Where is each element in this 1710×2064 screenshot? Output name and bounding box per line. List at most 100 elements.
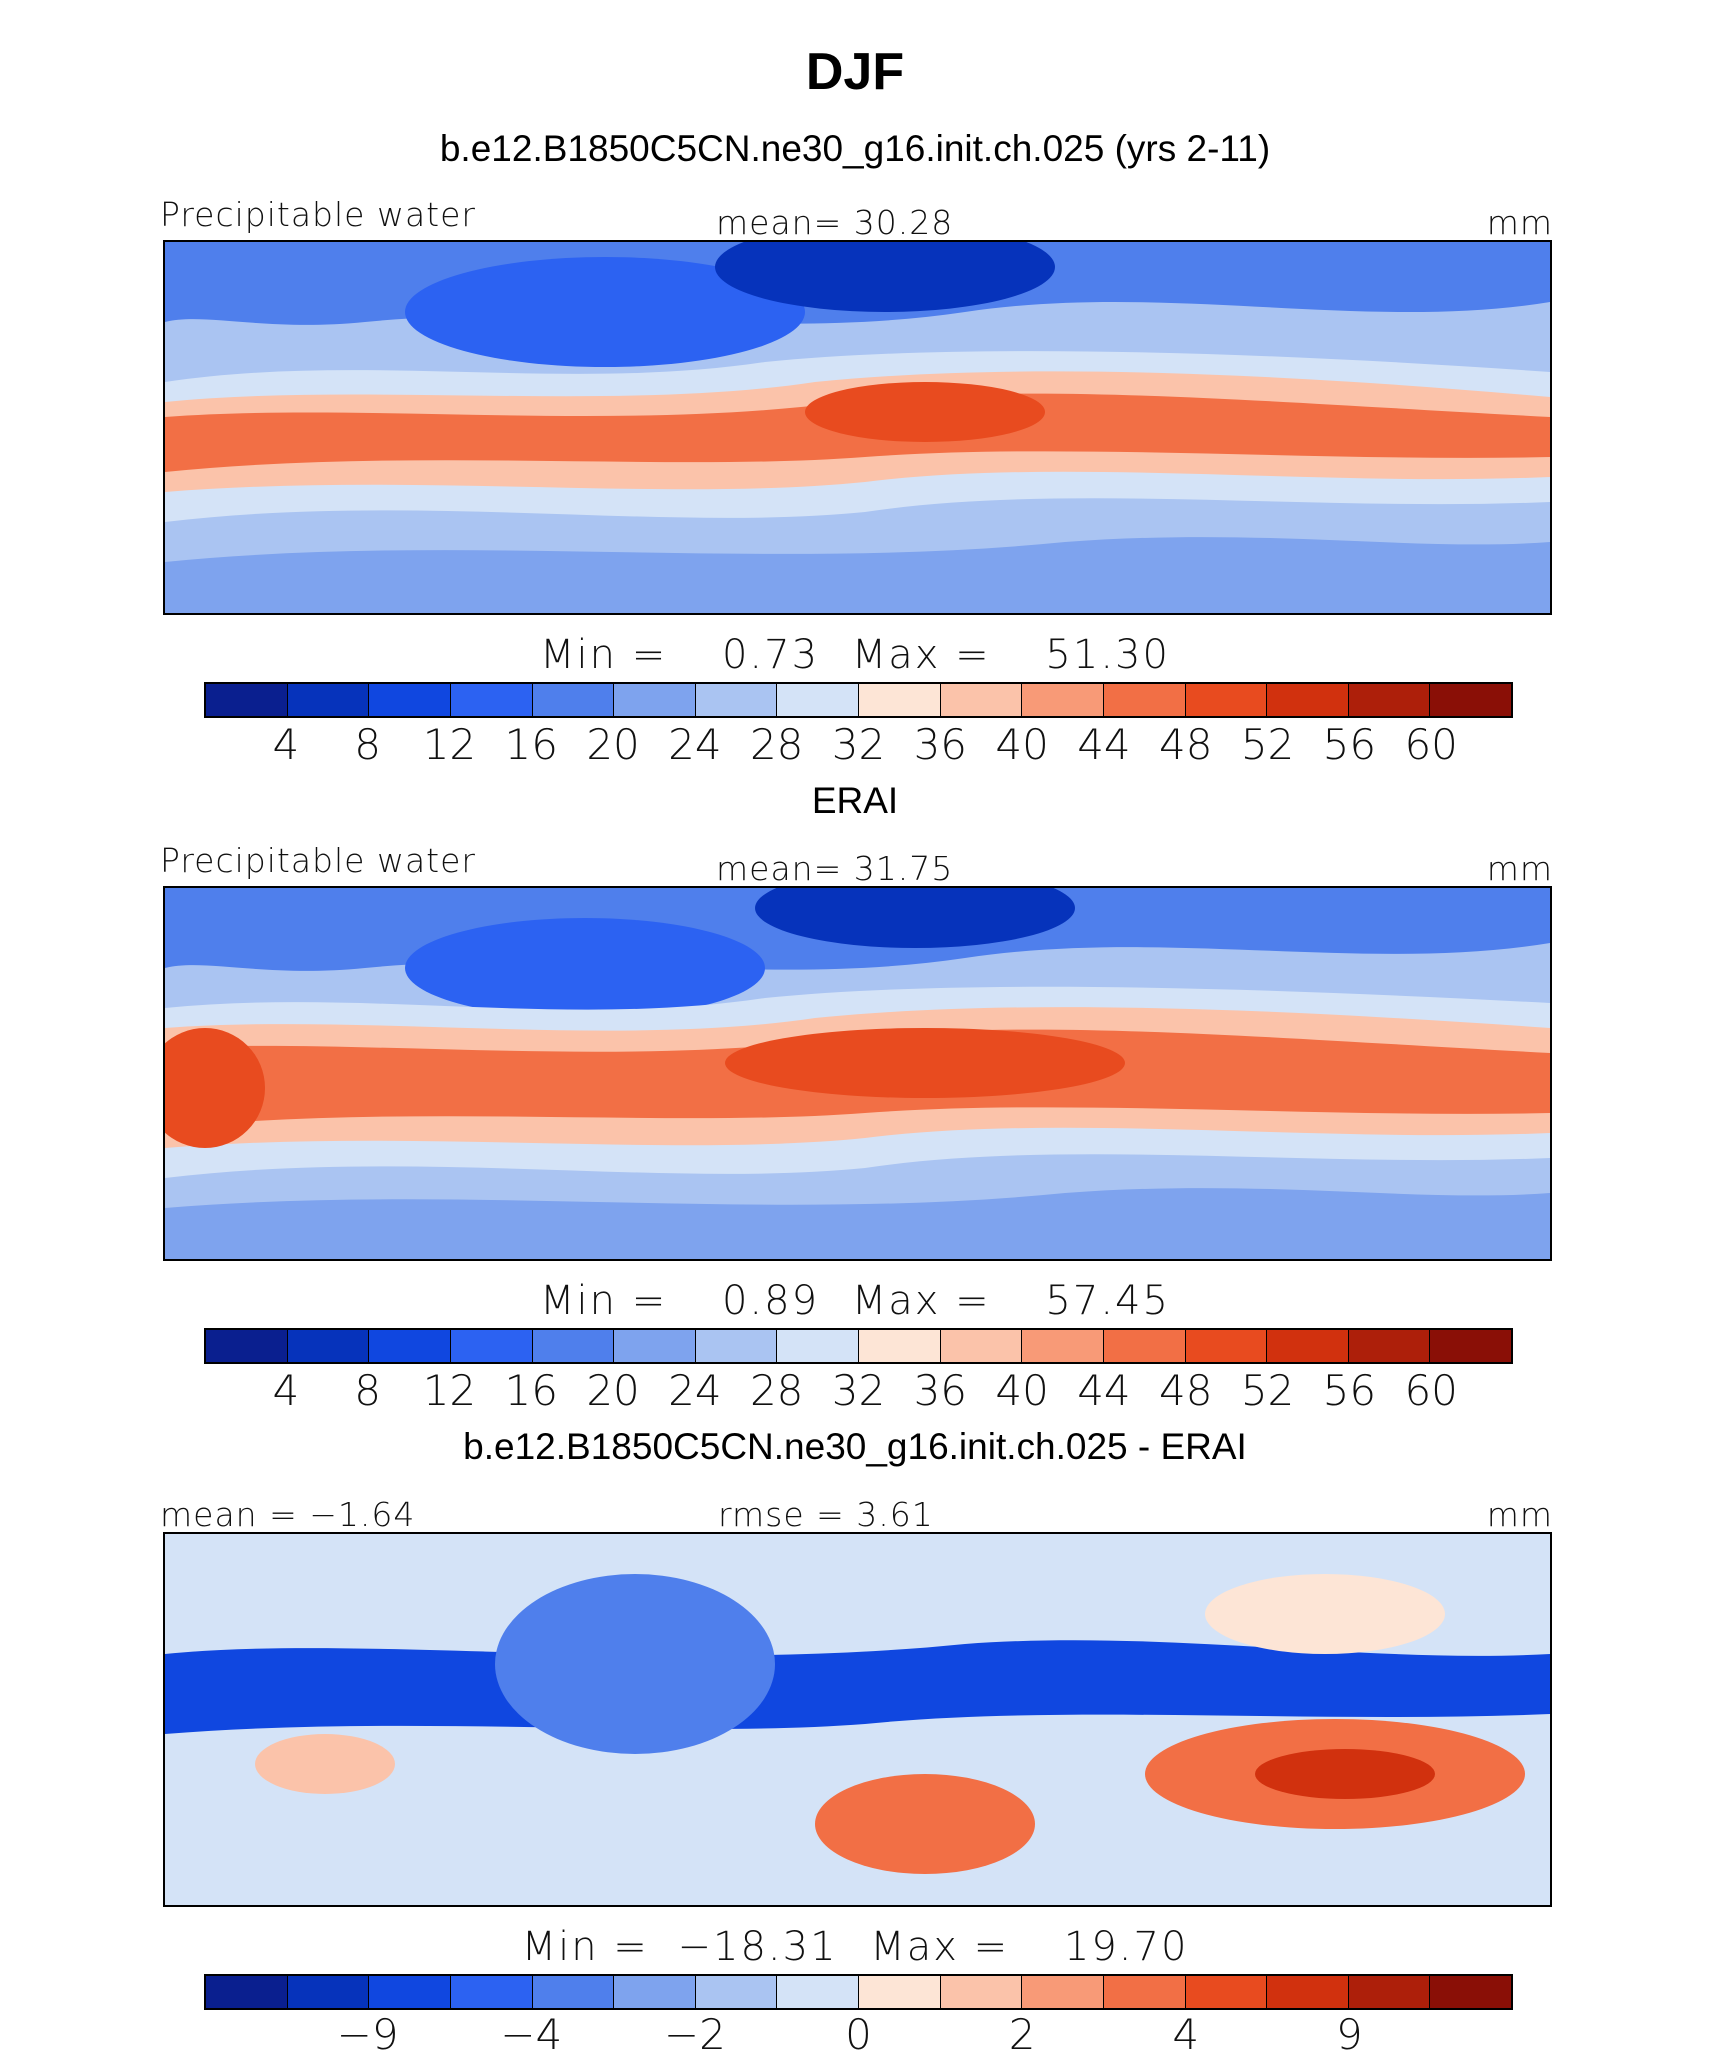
colorbar-swatch: [450, 1330, 533, 1362]
panel-1-units-label: mm: [1486, 203, 1553, 242]
panel-1-max-label: Max =: [851, 632, 991, 678]
colorbar-swatch: [1103, 684, 1186, 716]
colorbar-swatch: [532, 684, 615, 716]
colorbar-swatch: [287, 1976, 370, 2008]
colorbar-tick-label: 12: [422, 720, 477, 769]
colorbar-swatch: [1348, 684, 1431, 716]
panel-2-colorbar: [204, 1328, 1513, 1364]
colorbar-tick-label: 32: [831, 720, 886, 769]
colorbar-tick-label: 8: [354, 720, 381, 769]
colorbar-tick-label: 28: [749, 720, 804, 769]
colorbar-tick-label: 60: [1404, 1366, 1458, 1415]
panel-1-asia-dry: [715, 242, 1055, 312]
colorbar-swatch: [859, 684, 941, 716]
colorbar-swatch: [369, 1330, 451, 1362]
colorbar-swatch: [1022, 1976, 1104, 2008]
colorbar-tick-label: 24: [668, 1366, 722, 1415]
colorbar-tick-label: 4: [272, 720, 300, 769]
colorbar-swatch: [940, 684, 1023, 716]
colorbar-tick-label: 40: [995, 1366, 1049, 1415]
panel-3-east-pacific-core: [1255, 1749, 1435, 1799]
panel-3-map-field: [165, 1534, 1550, 1905]
colorbar-swatch: [1267, 1330, 1349, 1362]
panel-3-rmse-label: rmse = 3.61: [718, 1495, 934, 1534]
colorbar-tick-label: 4: [1172, 2010, 1200, 2059]
panel-3-mean-label: mean = −1.64: [160, 1495, 416, 1534]
panel-3-north-pacific-bias: [1205, 1574, 1445, 1654]
colorbar-tick-label: 16: [504, 720, 558, 769]
panel-1-minmax: Min = 0.73 Max = 51.30: [0, 632, 1710, 678]
panel-3-max-value: 19.70: [1063, 1924, 1189, 1970]
colorbar-swatch: [695, 1330, 778, 1362]
colorbar-tick-label: 32: [831, 1366, 886, 1415]
colorbar-swatch: [777, 684, 859, 716]
colorbar-tick-label: 2: [1008, 2010, 1036, 2059]
colorbar-tick-label: 44: [1077, 1366, 1131, 1415]
panel-2-warm-pool: [725, 1028, 1125, 1098]
panel-2-map: [163, 886, 1552, 1261]
panel-2-asia-dry: [755, 888, 1075, 948]
panel-1-map: [163, 240, 1552, 615]
colorbar-swatch: [940, 1330, 1023, 1362]
colorbar-swatch: [1185, 1976, 1268, 2008]
panel-3-title: b.e12.B1850C5CN.ne30_g16.init.ch.025 - E…: [463, 1426, 1247, 1467]
colorbar-tick-label: 16: [504, 1366, 558, 1415]
panel-3-map: [163, 1532, 1552, 1907]
colorbar-tick-label: 24: [668, 720, 722, 769]
panel-2-south-band: [165, 1188, 1550, 1259]
colorbar-swatch: [1185, 684, 1268, 716]
colorbar-tick-label: −4: [500, 2010, 563, 2059]
panel-3-minmax: Min = −18.31 Max = 19.70: [0, 1924, 1710, 1970]
colorbar-swatch: [1267, 1976, 1349, 2008]
colorbar-swatch: [1185, 1330, 1268, 1362]
colorbar-swatch: [1430, 1330, 1511, 1362]
colorbar-tick-label: 9: [1336, 2010, 1363, 2059]
panel-2-units-label: mm: [1486, 849, 1553, 888]
panel-3-africa-bias: [495, 1574, 775, 1754]
panel-2-min-label: Min =: [540, 1278, 668, 1324]
colorbar-swatch: [206, 684, 288, 716]
panel-2-mean-label: mean= 31.75: [716, 849, 954, 888]
panel-2-max-label: Max =: [851, 1278, 991, 1324]
panel-1-sahara-dry: [405, 257, 805, 367]
panel-1-max-value: 51.30: [1045, 632, 1170, 678]
colorbar-swatch: [695, 684, 778, 716]
colorbar-tick-label: 36: [913, 720, 968, 769]
colorbar-tick-label: 40: [995, 720, 1049, 769]
colorbar-tick-label: 52: [1240, 720, 1295, 769]
panel-2-max-value: 57.45: [1045, 1278, 1170, 1324]
colorbar-swatch: [287, 684, 370, 716]
panel-3-min-value: −18.31: [677, 1924, 838, 1970]
colorbar-swatch: [450, 684, 533, 716]
colorbar-swatch: [1348, 1976, 1431, 2008]
colorbar-swatch: [1348, 1330, 1431, 1362]
panel-1-south-band: [165, 537, 1550, 613]
colorbar-swatch: [614, 684, 696, 716]
figure-title: DJF: [805, 43, 905, 101]
panel-1-mean-label: mean= 30.28: [716, 203, 954, 242]
colorbar-tick-label: 36: [913, 1366, 968, 1415]
panel-2-variable-label: Precipitable water: [160, 841, 476, 880]
colorbar-tick-label: 20: [586, 1366, 640, 1415]
colorbar-tick-label: 44: [1077, 720, 1131, 769]
colorbar-tick-label: 28: [749, 1366, 804, 1415]
colorbar-swatch: [532, 1976, 615, 2008]
panel-3-colorbar: [204, 1974, 1513, 2010]
panel-2-minmax: Min = 0.89 Max = 57.45: [0, 1278, 1710, 1324]
colorbar-swatch: [206, 1976, 288, 2008]
panel-2-min-value: 0.89: [721, 1278, 820, 1324]
colorbar-swatch: [532, 1330, 615, 1362]
panel-3-australia-bias: [815, 1774, 1035, 1874]
panel-1-min-value: 0.73: [721, 632, 820, 678]
panel-1-warm-pool: [805, 382, 1045, 442]
panel-1-min-label: Min =: [540, 632, 668, 678]
colorbar-swatch: [859, 1976, 941, 2008]
colorbar-swatch: [1430, 684, 1511, 716]
colorbar-tick-label: 0: [845, 2010, 872, 2059]
colorbar-swatch: [777, 1330, 859, 1362]
colorbar-tick-label: 20: [586, 720, 640, 769]
colorbar-swatch: [859, 1330, 941, 1362]
colorbar-swatch: [1430, 1976, 1511, 2008]
colorbar-swatch: [1022, 684, 1104, 716]
colorbar-swatch: [614, 1976, 696, 2008]
